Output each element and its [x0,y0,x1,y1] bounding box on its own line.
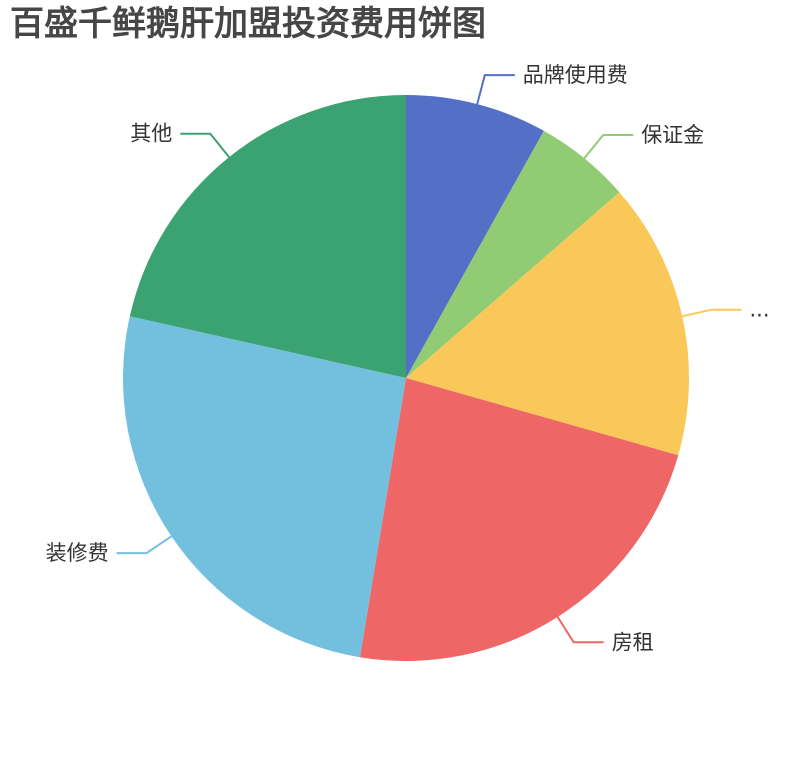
label-line [681,308,742,318]
label-line [476,74,515,105]
pie-slice[interactable] [123,316,406,658]
slice-label: ... [750,298,770,322]
label-line [116,535,172,555]
slice-label: 装修费 [46,541,109,565]
label-line [180,132,230,158]
pie-slice[interactable] [406,130,620,378]
label-line [556,616,604,644]
chart-title: 百盛千鲜鹅肝加盟投资费用饼图 [10,4,486,44]
pie-slice[interactable] [406,95,544,378]
slice-label: 房租 [612,630,654,654]
label-line [583,134,634,159]
slice-label: 品牌使用费 [523,63,628,87]
pie-slice[interactable] [359,378,679,661]
pie-slice[interactable] [406,192,689,456]
slice-label: 保证金 [641,123,704,147]
slice-label: 其他 [130,122,172,146]
pie-slice[interactable] [129,95,406,378]
